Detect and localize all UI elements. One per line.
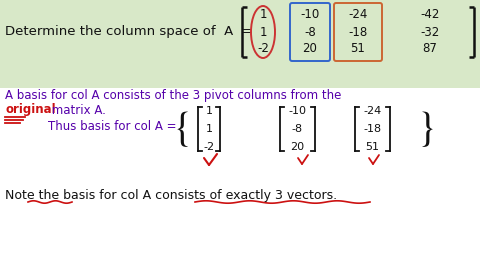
Text: {: {	[173, 110, 193, 148]
Text: -18: -18	[363, 124, 382, 134]
Text: 1: 1	[259, 25, 267, 39]
Text: 51: 51	[365, 142, 380, 152]
Text: Note the basis for col A consists of exactly 3 vectors.: Note the basis for col A consists of exa…	[5, 188, 337, 201]
Text: -2: -2	[204, 142, 215, 152]
Text: Thus basis for col A =: Thus basis for col A =	[48, 120, 177, 133]
Text: 51: 51	[350, 42, 365, 56]
Bar	[0, 0, 480, 88]
Text: -24: -24	[363, 106, 382, 116]
Text: -32: -32	[420, 25, 440, 39]
Text: -24: -24	[348, 8, 368, 22]
Text: -18: -18	[348, 25, 368, 39]
Text: }: }	[417, 110, 437, 148]
Text: 20: 20	[302, 42, 317, 56]
Text: -2: -2	[257, 42, 269, 56]
Text: -10: -10	[300, 8, 320, 22]
Text: -8: -8	[304, 25, 316, 39]
Text: 1: 1	[205, 106, 213, 116]
Text: 1: 1	[259, 8, 267, 22]
Text: original: original	[5, 103, 56, 116]
Bar	[0, 88, 480, 270]
Text: -8: -8	[292, 124, 303, 134]
Text: -42: -42	[420, 8, 440, 22]
Text: 1: 1	[205, 124, 213, 134]
Text: Determine the column space of  A  =: Determine the column space of A =	[5, 25, 253, 39]
Text: 20: 20	[290, 142, 305, 152]
Text: matrix A.: matrix A.	[48, 103, 106, 116]
Text: -10: -10	[288, 106, 307, 116]
Text: 87: 87	[422, 42, 437, 56]
Text: A basis for col A consists of the 3 pivot columns from the: A basis for col A consists of the 3 pivo…	[5, 89, 341, 102]
